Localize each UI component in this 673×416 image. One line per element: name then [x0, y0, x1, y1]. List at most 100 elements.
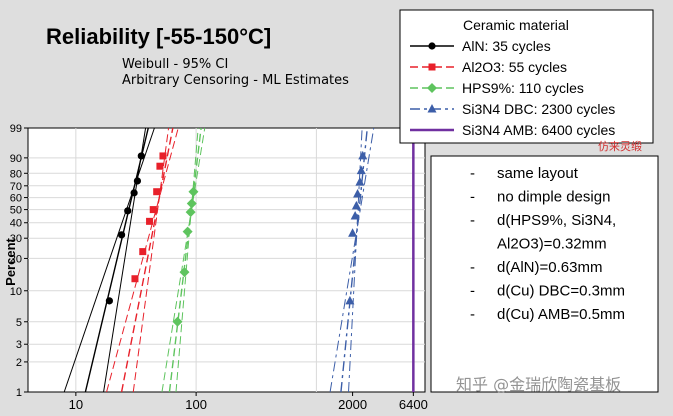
legend-marker: [427, 104, 437, 113]
data-point: [149, 206, 157, 214]
legend-marker: [428, 42, 436, 50]
data-point: [348, 228, 358, 237]
y-tick-label: 2: [16, 357, 22, 369]
series-3: [329, 127, 375, 393]
legend-title: Ceramic material: [463, 17, 569, 33]
note-item: no dimple design: [497, 189, 610, 206]
note-bullet: -: [470, 165, 475, 182]
series-1: [106, 127, 179, 393]
series-0: [63, 127, 155, 393]
y-tick-label: 60: [10, 193, 22, 205]
legend-entry-3: Si3N4 DBC: 2300 cycles: [410, 101, 615, 117]
data-point: [358, 150, 368, 160]
notes-panel: - same layout - no dimple design - d(HPS9%, S…: [430, 155, 659, 393]
chart-title: Reliability [-55-150°C]: [46, 24, 271, 49]
data-point: [117, 231, 126, 239]
note-item: same layout: [497, 165, 579, 182]
legend-label: Al2O3: 55 cycles: [462, 59, 567, 75]
watermark: 知乎 @金瑞欣陶瓷基板: [456, 375, 621, 394]
y-tick-label: 90: [10, 153, 22, 165]
data-point: [345, 295, 355, 305]
y-tick-label: 3: [16, 339, 22, 351]
y-tick-label: 70: [10, 181, 22, 193]
ci-upper-line: [103, 127, 147, 393]
note-bullet: -: [470, 189, 475, 206]
data-point: [133, 177, 142, 185]
y-tick-label: 40: [10, 218, 22, 230]
note-bullet: -: [470, 212, 475, 229]
y-tick-label: 99: [10, 123, 22, 135]
legend-entry-2: HPS9%: 110 cycles: [410, 80, 584, 96]
chart-subtitle-line-1: Weibull - 95% CI: [122, 57, 228, 72]
stamp-text: 仿来灵缎: [598, 139, 642, 153]
data-point: [355, 177, 365, 186]
y-tick-label: 1: [16, 387, 22, 399]
fit-line: [120, 127, 174, 393]
note-item: d(Cu) DBC=0.3mm: [497, 283, 625, 300]
ci-lower-line: [161, 127, 206, 393]
note-bullet: -: [470, 283, 475, 300]
x-axis: 10 100 2000 6400: [69, 392, 428, 412]
y-tick-label: 5: [16, 317, 22, 329]
x-tick-label: 10: [69, 397, 83, 412]
ci-lower-line: [63, 127, 155, 393]
plot-area: [27, 127, 426, 393]
legend-entry-1: Al2O3: 55 cycles: [410, 59, 567, 75]
legend-label: Si3N4 DBC: 2300 cycles: [462, 101, 615, 117]
fit-line: [84, 127, 149, 393]
series-2: [161, 127, 206, 393]
fit-line: [340, 127, 368, 393]
legend-entry-0: AlN: 35 cycles: [410, 38, 551, 54]
legend-box: [399, 9, 654, 144]
legend-entry-4: Si3N4 AMB: 6400 cycles: [410, 122, 615, 138]
x-tick-label: 6400: [399, 397, 428, 412]
y-tick-label: 50: [10, 205, 22, 217]
legend-label: AlN: 35 cycles: [462, 38, 551, 54]
ci-lower-line: [106, 127, 179, 393]
series-layer: [63, 127, 415, 393]
data-point: [105, 297, 113, 305]
note-bullet: -: [470, 306, 475, 323]
legend-marker: [428, 63, 436, 71]
data-point: [159, 152, 167, 160]
x-tick-label: 100: [185, 397, 207, 412]
y-tick-label: 80: [10, 168, 22, 180]
data-point: [153, 188, 161, 196]
y-tick-label: 10: [10, 286, 22, 298]
data-point: [179, 267, 190, 278]
data-point: [124, 207, 132, 215]
note-item: d(HPS9%, Si3N4,: [497, 212, 616, 229]
y-tick-label: 20: [10, 253, 22, 265]
data-point: [186, 198, 197, 209]
data-point: [156, 162, 164, 170]
data-point: [356, 165, 366, 175]
note-item: d(AlN)=0.63mm: [497, 259, 602, 276]
x-tick-label: 2000: [338, 397, 367, 412]
data-point: [139, 248, 147, 256]
legend: Ceramic material AlN: 35 cycles Al2O3: 55…: [399, 9, 654, 144]
ci-lower-line: [329, 127, 375, 393]
legend-label: Si3N4 AMB: 6400 cycles: [462, 122, 615, 138]
data-point: [185, 207, 196, 218]
data-point: [182, 226, 193, 237]
data-point: [137, 152, 145, 160]
ci-upper-line: [175, 127, 199, 393]
data-point: [350, 210, 360, 220]
data-point: [146, 217, 154, 225]
data-point: [172, 316, 183, 327]
y-axis-label: Percent: [3, 237, 18, 285]
legend-label: HPS9%: 110 cycles: [462, 80, 584, 96]
data-point: [351, 200, 361, 210]
data-point: [130, 189, 138, 197]
chart-subtitle-line-2: Arbitrary Censoring - ML Estimates: [122, 73, 349, 88]
ci-upper-line: [348, 127, 363, 393]
note-item: Al2O3)=0.32mm: [497, 236, 607, 253]
legend-marker: [427, 83, 437, 93]
note-item: d(Cu) AMB=0.5mm: [497, 306, 625, 323]
ci-upper-line: [132, 127, 170, 393]
notes-box: [430, 155, 659, 393]
note-bullet: -: [470, 259, 475, 276]
data-point: [353, 189, 363, 198]
